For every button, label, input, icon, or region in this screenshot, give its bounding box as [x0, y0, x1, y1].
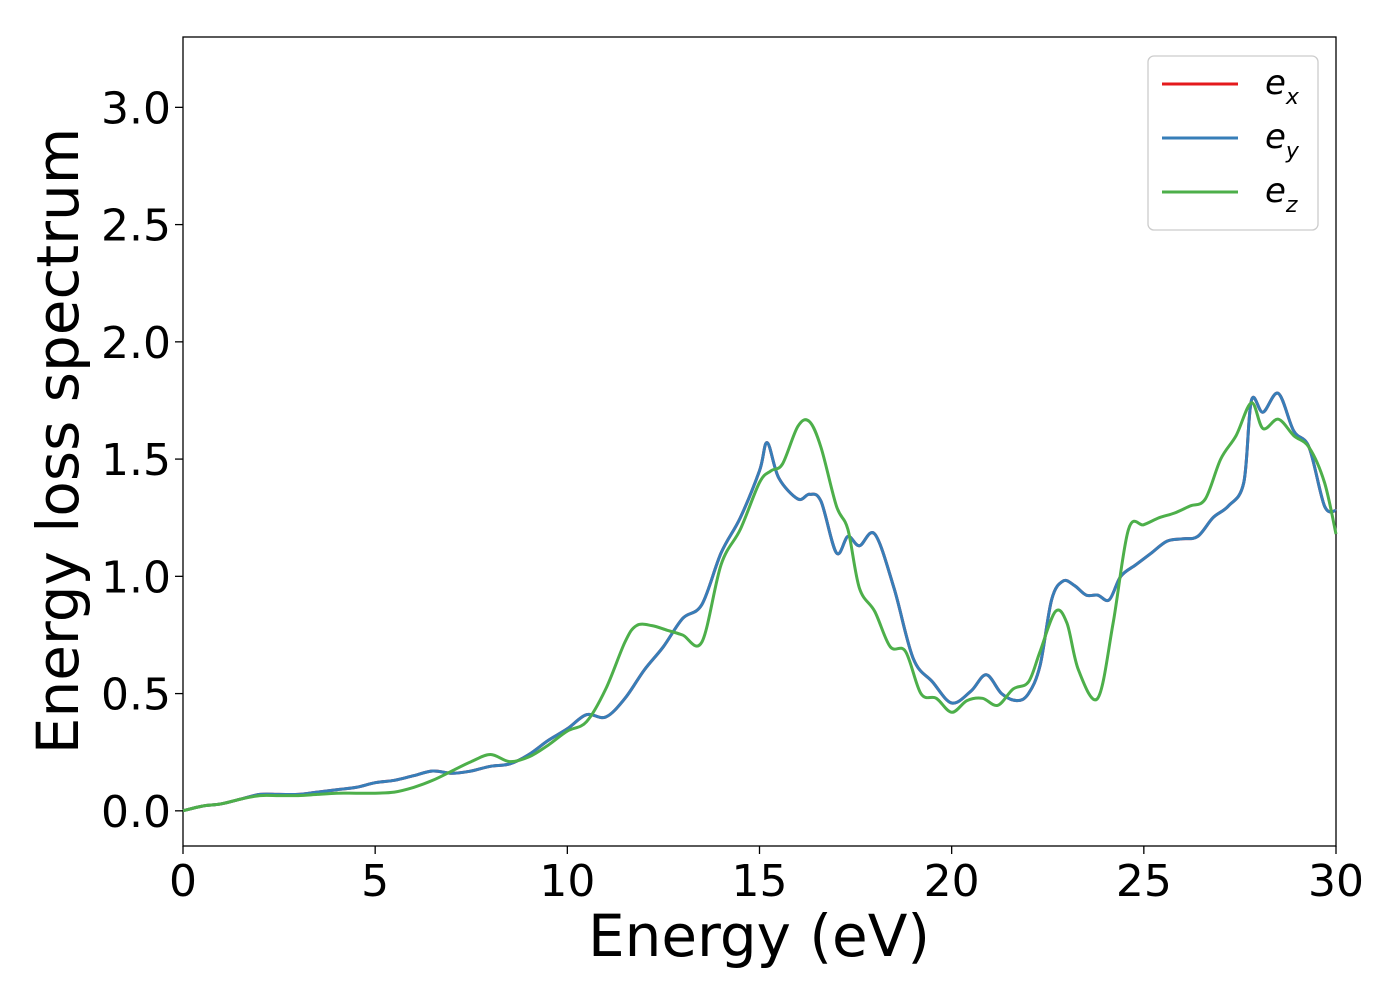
x-tick-label: 25 — [1116, 856, 1172, 907]
y-axis-title: Energy loss spectrum — [24, 128, 92, 754]
x-tick-label: 30 — [1308, 856, 1364, 907]
legend: ex ey ez — [1147, 55, 1319, 231]
series-line-ez — [182, 401, 1338, 813]
x-axis-title: Energy (eV) — [588, 902, 930, 970]
y-axis-ticks: 0.0 0.5 1.0 1.5 2.0 2.5 3.0 — [101, 83, 183, 838]
x-tick-label: 20 — [924, 856, 980, 907]
legend-label-ez: ez — [1265, 171, 1298, 218]
legend-box — [1147, 55, 1319, 231]
y-tick-label: 0.5 — [101, 670, 171, 721]
x-tick-label: 5 — [361, 856, 389, 907]
series-line-ey — [182, 391, 1337, 813]
y-tick-label: 1.5 — [101, 435, 171, 486]
x-tick-label: 15 — [732, 856, 788, 907]
x-axis-ticks: 0 5 10 15 20 25 30 — [169, 846, 1364, 907]
x-tick-label: 0 — [169, 856, 197, 907]
legend-label-ex: ex — [1265, 63, 1300, 110]
y-tick-label: 2.0 — [101, 318, 171, 369]
plot-area — [182, 36, 1337, 847]
y-tick-label: 2.5 — [101, 201, 171, 252]
series-lines — [182, 391, 1338, 813]
y-tick-label: 1.0 — [101, 552, 171, 603]
y-tick-label: 0.0 — [101, 787, 171, 838]
legend-label-ey: ey — [1265, 117, 1300, 164]
x-tick-label: 10 — [539, 856, 595, 907]
y-tick-label: 3.0 — [101, 83, 171, 134]
